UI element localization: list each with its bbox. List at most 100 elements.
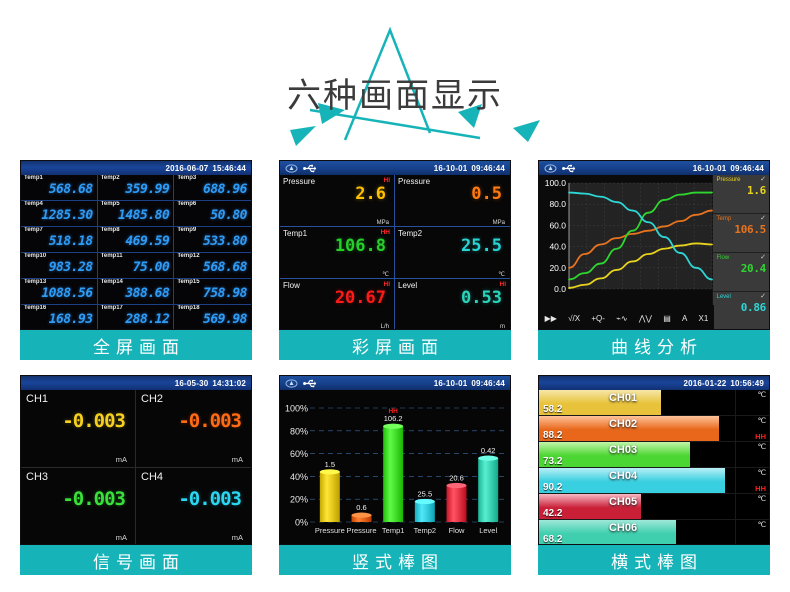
curve-icon[interactable]: ⌁∿ xyxy=(616,313,628,323)
fullscreen-cell[interactable]: Temp1 568.68 xyxy=(21,175,98,201)
horizontal-bar-side: ℃ HH xyxy=(735,416,769,441)
screen-horizontal-bar[interactable]: 2016-01-22 10:56:49 CH01 58.2 ℃ CH02 88.2 ℃ HH C… xyxy=(538,375,770,545)
header-decoration xyxy=(290,26,540,146)
alarm-badge: HI xyxy=(383,281,391,288)
signal-cell[interactable]: CH2 -0.003 mA xyxy=(136,390,251,468)
horizontal-bar-unit: ℃ xyxy=(757,520,766,529)
fullscreen-cell[interactable]: Temp14 388.68 xyxy=(97,279,175,305)
panel-curve: 16-10-01 09:46:44 0.0 20.0 40.0 60.0 80.0 100.… xyxy=(538,160,770,360)
horizontal-bar-row[interactable]: CH02 88.2 ℃ HH xyxy=(539,416,769,442)
horizontal-bar-label: CH06 xyxy=(608,522,638,534)
colorscreen-cell[interactable]: Level HI 0.53 m xyxy=(395,279,510,329)
colorscreen-cell[interactable]: Flow HI 20.67 L/h xyxy=(280,279,395,329)
colorscreen-cell-unit: ℃ xyxy=(498,272,505,278)
signal-cell-name: CH3 xyxy=(26,471,49,483)
horizontal-bar-label: CH01 xyxy=(608,392,638,404)
horizontal-bar-row[interactable]: CH06 68.2 ℃ xyxy=(539,520,769,544)
vertical-bar-value: 25.5 xyxy=(418,489,433,498)
curve-plot[interactable]: 0.0 20.0 40.0 60.0 80.0 100.0 xyxy=(539,177,714,301)
vertical-bar xyxy=(319,471,340,522)
svg-text:60%: 60% xyxy=(290,449,308,459)
curve-legend-item[interactable]: Pressure ✓ 1.6 xyxy=(713,175,769,214)
peak-icon[interactable]: ⋀⋁ xyxy=(638,313,652,323)
colorscreen-cell[interactable]: Pressure HI 2.6 MPa xyxy=(280,175,395,227)
screen-colorscreen[interactable]: 16-10-01 09:46:44 Pressure HI 2.6 MPa Pressur… xyxy=(279,160,511,330)
fullscreen-cell[interactable]: Temp6 50.80 xyxy=(174,201,251,227)
horizontal-bar-row[interactable]: CH05 42.2 ℃ xyxy=(539,494,769,520)
check-icon[interactable]: ✓ xyxy=(760,176,766,183)
colorscreen-cell[interactable]: Temp2 25.5 ℃ xyxy=(395,227,510,279)
signal-cell[interactable]: CH4 -0.003 mA xyxy=(136,468,251,544)
alarm-badge: HI xyxy=(383,177,391,184)
a-label[interactable]: A xyxy=(681,313,688,323)
date-icon[interactable]: ▤ xyxy=(663,313,671,323)
usb-icon xyxy=(303,379,317,387)
fullscreen-cell[interactable]: Temp11 75.00 xyxy=(97,253,175,279)
fullscreen-cell[interactable]: Temp15 758.98 xyxy=(174,279,251,305)
titlebar-time: 15:46:44 xyxy=(212,163,246,173)
horizontal-bar-row[interactable]: CH04 90.2 ℃ HH xyxy=(539,468,769,494)
alarm-badge: HI xyxy=(499,281,507,288)
curve-legend-name: Temp xyxy=(716,216,732,222)
colorscreen-cell[interactable]: Pressure 0.5 MPa xyxy=(395,175,510,227)
caption-colorscreen: 彩屏画面 xyxy=(279,330,511,360)
screen-curve[interactable]: 16-10-01 09:46:44 0.0 20.0 40.0 60.0 80.0 100.… xyxy=(538,160,770,330)
horizontal-bar-fill xyxy=(539,494,641,519)
fullscreen-cell[interactable]: Temp13 1088.56 xyxy=(21,279,98,305)
play-icon[interactable]: ▶▶ xyxy=(544,313,557,323)
zoom-control[interactable]: +Q- xyxy=(591,313,605,323)
fullscreen-cell[interactable]: Temp17 288.12 xyxy=(98,305,175,329)
vertical-bar-chart[interactable]: 0% 20% 40% 60% 80% 100% 1.5 Pressure 0.6 Pressure… xyxy=(284,394,508,544)
screen-fullscreen[interactable]: 2016-06-07 15:46:44 Temp1 568.68 Temp2 359.9… xyxy=(20,160,252,330)
curve-legend-item[interactable]: Level ✓ 0.86 xyxy=(713,292,769,329)
check-icon[interactable]: ✓ xyxy=(760,293,766,300)
fullscreen-cell-label: Temp4 xyxy=(24,201,43,207)
check-icon[interactable]: ✓ xyxy=(760,254,766,261)
fullscreen-cell-label: Temp11 xyxy=(100,253,123,259)
vertical-bar-category: Level xyxy=(479,526,497,535)
signal-cell[interactable]: CH1 -0.003 mA xyxy=(21,390,136,468)
titlebar-icons xyxy=(283,163,317,173)
fullscreen-cell[interactable]: Temp12 568.68 xyxy=(174,253,251,279)
screen-vertical-bar[interactable]: 16-10-01 09:46:44 0% 20% 40% 60% 80% 100% 1.5 Pr… xyxy=(279,375,511,545)
sqrt-x-label[interactable]: √/X xyxy=(568,313,581,323)
vertical-bar-value: 0.42 xyxy=(481,446,496,455)
colorscreen-cell[interactable]: Temp1 HH 106.8 ℃ xyxy=(280,227,395,279)
signal-cell[interactable]: CH3 -0.003 mA xyxy=(21,468,136,544)
curve-legend-item[interactable]: Temp ✓ 106.5 xyxy=(713,214,769,253)
fullscreen-cell[interactable]: Temp8 469.59 xyxy=(97,227,175,253)
svg-text:100.0: 100.0 xyxy=(545,178,567,188)
fullscreen-cell-label: Temp17 xyxy=(100,305,123,311)
page-header: 六种画面显示 xyxy=(0,0,790,152)
curve-series xyxy=(568,209,713,269)
horizontal-bar-label: CH03 xyxy=(608,444,638,456)
caption-fullscreen: 全屏画面 xyxy=(20,330,252,360)
fullscreen-cell[interactable]: Temp9 533.80 xyxy=(174,227,251,253)
fullscreen-cell[interactable]: Temp16 168.93 xyxy=(21,305,98,329)
curve-series xyxy=(568,191,713,281)
horizontal-bar-track: CH03 73.2 xyxy=(539,442,735,467)
horizontal-bar-track: CH05 42.2 xyxy=(539,494,735,519)
horizontal-bar-value: 73.2 xyxy=(543,456,563,467)
x1-label[interactable]: X1 xyxy=(698,313,709,323)
fullscreen-cell[interactable]: Temp3 688.96 xyxy=(174,175,251,201)
horizontal-bar-row[interactable]: CH01 58.2 ℃ xyxy=(539,390,769,416)
curve-legend-item[interactable]: Flow ✓ 20.4 xyxy=(713,253,769,292)
screen-signal[interactable]: 16-05-30 14:31:02 CH1 -0.003 mA CH2 -0.003 mA C… xyxy=(20,375,252,545)
fullscreen-cell[interactable]: Temp7 518.18 xyxy=(21,227,98,253)
panel-colorscreen: 16-10-01 09:46:44 Pressure HI 2.6 MPa Pressur… xyxy=(279,160,511,360)
horizontal-bar-row[interactable]: CH03 73.2 ℃ xyxy=(539,442,769,468)
fullscreen-cell[interactable]: Temp4 1285.30 xyxy=(21,201,98,227)
check-icon[interactable]: ✓ xyxy=(760,215,766,222)
colorscreen-cell-unit: MPa xyxy=(376,220,389,226)
horizontal-bar-track: CH06 68.2 xyxy=(539,520,735,544)
fullscreen-cell-value: 1485.80 xyxy=(118,208,170,223)
fullscreen-cell-value: 1285.30 xyxy=(41,208,93,223)
titlebar-date: 16-10-01 xyxy=(433,163,468,173)
fullscreen-cell[interactable]: Temp5 1485.80 xyxy=(97,201,175,227)
fullscreen-cell[interactable]: Temp2 359.99 xyxy=(97,175,175,201)
titlebar-signal: 16-05-30 14:31:02 xyxy=(21,376,251,390)
fullscreen-cell[interactable]: Temp10 983.28 xyxy=(21,253,98,279)
fullscreen-cell[interactable]: Temp18 569.98 xyxy=(174,305,251,329)
curve-legend-name: Flow xyxy=(716,255,730,261)
